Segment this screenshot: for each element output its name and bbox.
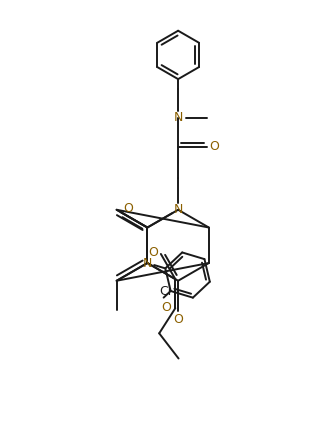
Text: N: N: [173, 203, 183, 216]
Text: O: O: [123, 202, 133, 216]
Text: N: N: [143, 256, 152, 270]
Text: O: O: [209, 140, 219, 153]
Text: N: N: [173, 111, 183, 124]
Text: O: O: [161, 301, 171, 314]
Text: O: O: [173, 313, 183, 326]
Text: O: O: [148, 246, 158, 259]
Text: Cl: Cl: [159, 285, 171, 298]
